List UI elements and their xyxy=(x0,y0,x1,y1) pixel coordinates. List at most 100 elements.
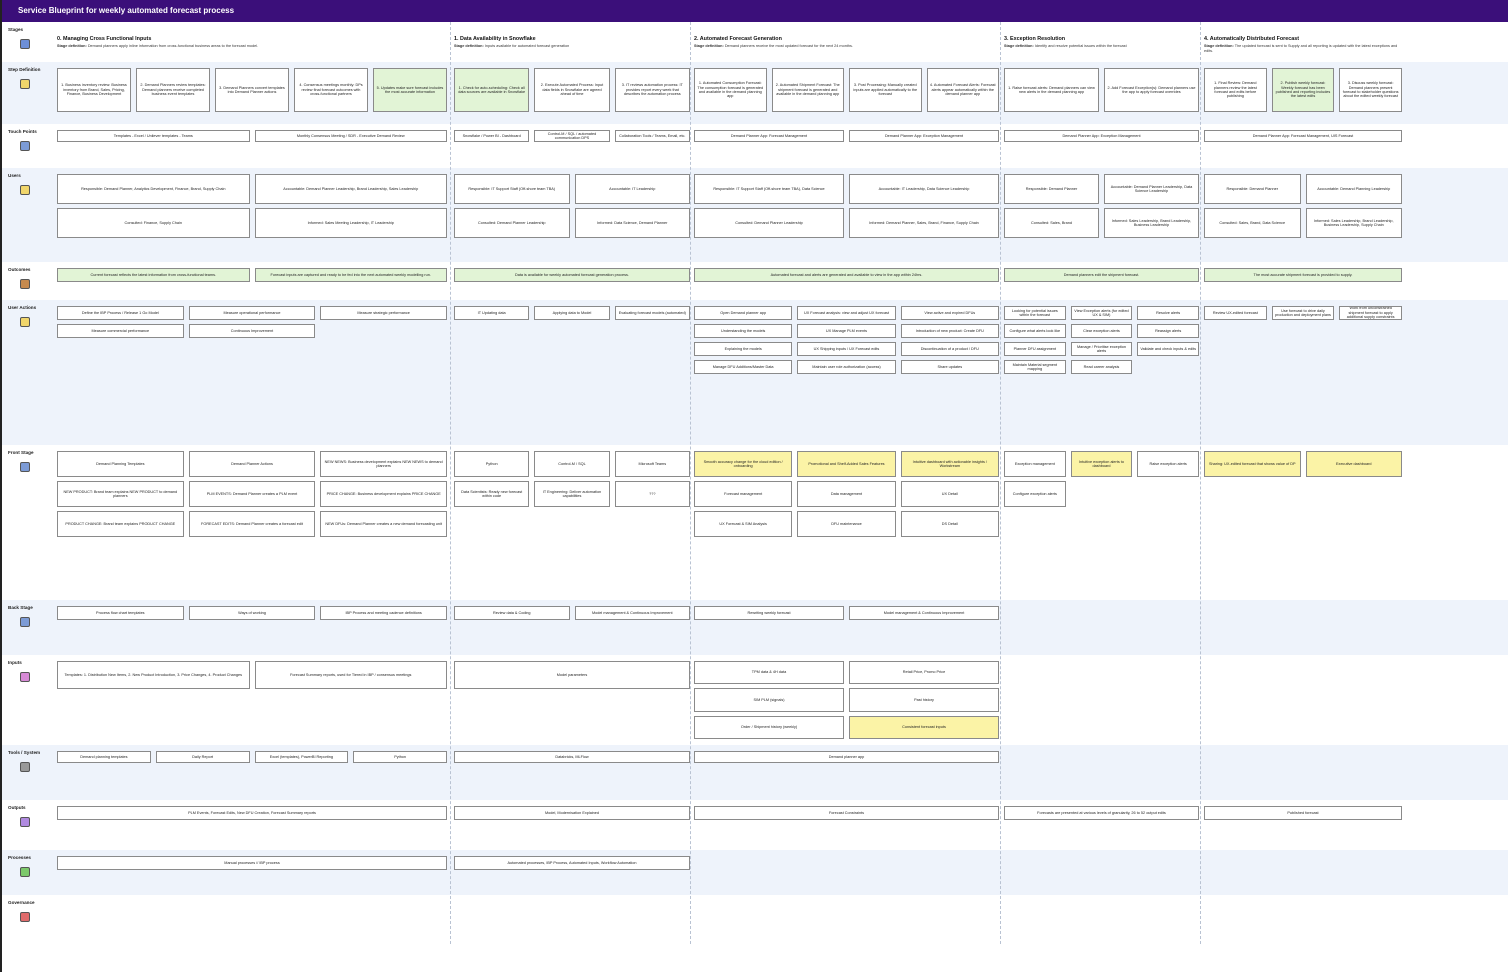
blueprint-box: Responsible: Demand Planner xyxy=(1004,174,1099,204)
blueprint-box: Clear exception alerts xyxy=(1070,324,1133,338)
blueprint-box: Automated processes, IBP Process, Automa… xyxy=(454,856,690,870)
blueprint-box: Accountable: IT Leadership, Data Science… xyxy=(849,174,999,204)
blueprint-box: 1. Automated Consumption Forecast: The c… xyxy=(694,68,767,112)
blueprint-box: Demand Planner App: Forecast Management xyxy=(694,130,844,142)
blueprint-box: Demand Planner App: Exception Management xyxy=(1004,130,1199,142)
blueprint-box: 2. Add Forecast Exception(s): Demand pla… xyxy=(1104,68,1199,112)
blueprint-box: Model parameters xyxy=(454,661,690,689)
blueprint-box: 4. Consensus meetings monthly: DPs revie… xyxy=(294,68,368,112)
lane-icon xyxy=(20,317,30,327)
blueprint-box: Resolve alerts xyxy=(1137,306,1199,320)
blueprint-box: Control-M / SQL xyxy=(534,451,610,477)
lane-label: Stages xyxy=(8,27,24,32)
blueprint-box: Planner DFU assignment xyxy=(1004,342,1066,356)
blueprint-box: Maintain user role authorization (access… xyxy=(797,360,896,374)
blueprint-box: Work from unconstrained shipment forecas… xyxy=(1339,306,1402,320)
blueprint-box: Informed: Sales Leadership, Brand Leader… xyxy=(1104,208,1199,238)
blueprint-box: Maintain Material segment mapping xyxy=(1004,360,1066,374)
blueprint-box: Demand Planner Actions xyxy=(188,451,316,477)
blueprint-box: NEW PRODUCT: Brand team explains NEW PRO… xyxy=(57,481,184,507)
stage-definition: Stage definition: Demand planners apply … xyxy=(57,44,447,49)
blueprint-box: Data management xyxy=(797,481,896,507)
blueprint-box: 1. Final Review: Demand planners review … xyxy=(1204,68,1267,112)
definition-label: Stage definition: xyxy=(1004,44,1034,48)
blueprint-box: DS Detail xyxy=(900,511,999,537)
blueprint-box: Intuitive exception alerts to dashboard xyxy=(1070,451,1133,477)
lane-label: Outputs xyxy=(8,805,26,810)
blueprint-box: Promotional and Shelf-Added Sales Featur… xyxy=(797,451,896,477)
blueprint-box: 2. Publish weekly forecast: Weekly forec… xyxy=(1271,68,1335,112)
lane-label: Governance xyxy=(8,900,35,905)
lane-icon xyxy=(20,617,30,627)
lane-icon xyxy=(20,462,30,472)
definition-label: Stage definition: xyxy=(57,44,87,48)
blueprint-box: Demand Planning Templates xyxy=(57,451,184,477)
lane-bg xyxy=(2,895,1508,945)
blueprint-box: Executive dashboard xyxy=(1305,451,1402,477)
lane-label: Step Definition xyxy=(8,67,41,72)
blueprint-box: PRICE CHANGE: Business development expla… xyxy=(320,481,447,507)
blueprint-box: UX Forecast & SIM Analysis xyxy=(694,511,793,537)
blueprint-box: Templates: 1. Distribution New Items, 2.… xyxy=(57,661,250,689)
definition-text: Demand planners receive the most updated… xyxy=(724,44,853,48)
blueprint-box: Measure operational performance xyxy=(188,306,316,320)
blueprint-box: IBP Process and meeting cadence definiti… xyxy=(320,606,447,620)
blueprint-box: NEW DFUs: Demand Planner creates a new d… xyxy=(320,511,447,537)
blueprint-box: Accountable: Demand Planner Leadership, … xyxy=(254,174,447,204)
blueprint-box: Define the IBP Process / Release 1 Go Mo… xyxy=(57,306,184,320)
blueprint-box: IT Updating data xyxy=(454,306,530,320)
definition-label: Stage definition: xyxy=(454,44,484,48)
blueprint-box: Accountable: Demand Planning Leadership xyxy=(1305,174,1402,204)
blueprint-box: Consistent forecast inputs xyxy=(849,715,999,739)
stage-title: 3. Exception Resolution xyxy=(1004,36,1066,42)
blueprint-box: Responsible: IT Support Staff (Off-shore… xyxy=(694,174,844,204)
blueprint-box: Continuous Improvement xyxy=(188,324,316,338)
blueprint-box: Accountable: IT Leadership xyxy=(574,174,690,204)
blueprint-box: 4. Automated Forecast Alerts: Forecast a… xyxy=(926,68,999,112)
blueprint-box: Consulted: Demand Planner Leadership xyxy=(694,208,844,238)
blueprint-box: Looking for potential issues within the … xyxy=(1004,306,1066,320)
blueprint-box: Monthly Consensus Meeting / SDR - Execut… xyxy=(254,130,447,142)
definition-text: Identify and resolve potential issues wi… xyxy=(1034,44,1127,48)
blueprint-box: SIM PLM (signals) xyxy=(694,688,844,712)
blueprint-box: Current forecast reflects the latest inf… xyxy=(57,268,250,282)
definition-text: The updated forecast is sent to Supply a… xyxy=(1204,44,1398,53)
blueprint-box: UX Manage PLM events xyxy=(797,324,896,338)
blueprint-box: Measure commercial performance xyxy=(57,324,184,338)
stage-separator xyxy=(690,22,691,944)
blueprint-box: Responsible: IT Support Staff (Off-shore… xyxy=(454,174,570,204)
lane-icon xyxy=(20,141,30,151)
blueprint-box: DFU maintenance xyxy=(797,511,896,537)
lane-icon xyxy=(20,867,30,877)
blueprint-box: PRODUCT CHANGE: Brand team explains PROD… xyxy=(57,511,184,537)
lane-label: Processes xyxy=(8,855,31,860)
lane-label: Outcomes xyxy=(8,267,31,272)
blueprint-box: Retail Price, Promo Price xyxy=(849,661,999,685)
blueprint-box: Control-M / SQL / automated communicatio… xyxy=(534,130,610,142)
stage-definition: Stage definition: Demand planners receiv… xyxy=(694,44,999,49)
blueprint-box: Daily Report xyxy=(155,751,250,763)
blueprint-box: Demand planning templates xyxy=(57,751,151,763)
blueprint-box: Review UX-edited forecast xyxy=(1204,306,1267,320)
blueprint-box: FORECAST EDITS: Demand Planner creates a… xyxy=(188,511,316,537)
lane-icon xyxy=(20,39,30,49)
lane-bg xyxy=(2,22,1508,62)
lane-icon xyxy=(20,185,30,195)
header-title: Service Blueprint for weekly automated f… xyxy=(2,0,1508,22)
stage-definition: Stage definition: Identify and resolve p… xyxy=(1004,44,1199,49)
blueprint-box: Forecast inputs are captured and ready t… xyxy=(254,268,447,282)
blueprint-box: 2. Automated Shipment Forecast: The ship… xyxy=(771,68,844,112)
blueprint-box: Measure strategic performance xyxy=(320,306,447,320)
blueprint-box: Exception management xyxy=(1004,451,1066,477)
blueprint-box: Collaboration Tools / Teams, Email, etc. xyxy=(614,130,690,142)
blueprint-box: NEW NEWS: Business development explains … xyxy=(320,451,447,477)
blueprint-box: Model management & Continuous Improvemen… xyxy=(849,606,999,620)
stage-title: 0. Managing Cross Functional Inputs xyxy=(57,36,152,42)
blueprint-box: Ways of working xyxy=(188,606,316,620)
blueprint-box: 2. Execute Automated Process: Input data… xyxy=(534,68,610,112)
blueprint-box: Microsoft Teams xyxy=(614,451,690,477)
blueprint-box: 1. Business inventory review: Business i… xyxy=(57,68,131,112)
blueprint-box: 3. IT reviews automation process: IT pro… xyxy=(614,68,690,112)
blueprint-box: Informed: Demand Planner, Sales, Brand, … xyxy=(849,208,999,238)
